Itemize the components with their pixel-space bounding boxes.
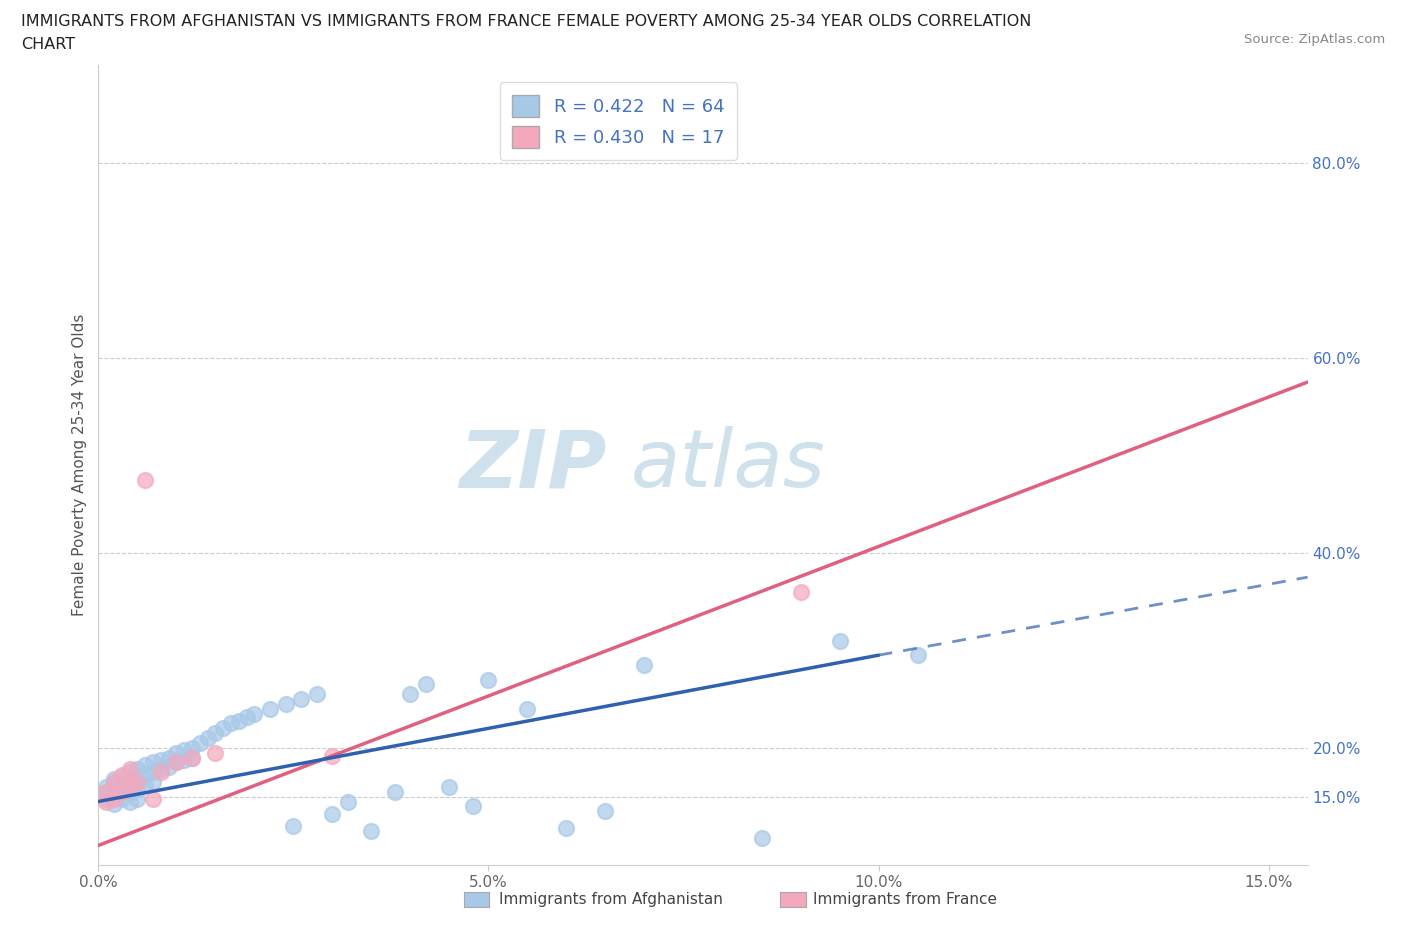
Point — [127, 781, 149, 796]
Point — [96, 794, 118, 809]
Point — [142, 791, 165, 806]
Point — [384, 784, 406, 799]
Point — [127, 772, 149, 787]
Point — [118, 762, 141, 777]
Point — [165, 755, 187, 770]
Point — [142, 755, 165, 770]
Point — [103, 797, 125, 812]
Point — [321, 806, 343, 821]
Point — [274, 697, 297, 711]
Point — [134, 472, 156, 487]
Point — [111, 791, 134, 806]
Point — [142, 775, 165, 790]
Point — [127, 762, 149, 777]
Point — [134, 768, 156, 783]
Point — [181, 751, 204, 765]
Point — [219, 716, 242, 731]
Point — [789, 584, 811, 599]
Point — [118, 777, 141, 792]
Point — [96, 779, 118, 794]
Point — [173, 742, 195, 757]
Point — [204, 725, 226, 740]
Point — [181, 740, 204, 755]
Point — [228, 713, 250, 728]
Point — [439, 779, 461, 794]
Point — [633, 658, 655, 672]
Point — [118, 784, 141, 799]
Point — [197, 731, 219, 746]
Point — [212, 721, 235, 736]
Point — [134, 777, 156, 792]
Y-axis label: Female Poverty Among 25-34 Year Olds: Female Poverty Among 25-34 Year Olds — [72, 313, 87, 617]
Point — [165, 755, 187, 770]
Text: Immigrants from France: Immigrants from France — [813, 892, 997, 907]
Text: ZIP: ZIP — [458, 426, 606, 504]
Point — [157, 751, 180, 765]
Point — [321, 749, 343, 764]
Text: IMMIGRANTS FROM AFGHANISTAN VS IMMIGRANTS FROM FRANCE FEMALE POVERTY AMONG 25-34: IMMIGRANTS FROM AFGHANISTAN VS IMMIGRANT… — [21, 14, 1032, 29]
Point — [149, 764, 172, 779]
Point — [103, 772, 125, 787]
Point — [96, 791, 118, 806]
Point — [173, 752, 195, 767]
Point — [157, 760, 180, 775]
Legend: R = 0.422   N = 64, R = 0.430   N = 17: R = 0.422 N = 64, R = 0.430 N = 17 — [499, 82, 737, 161]
Point — [907, 648, 929, 663]
Point — [127, 791, 149, 806]
Point — [204, 745, 226, 760]
Text: Source: ZipAtlas.com: Source: ZipAtlas.com — [1244, 33, 1385, 46]
Point — [595, 804, 617, 818]
Point — [111, 781, 134, 796]
Point — [149, 752, 172, 767]
Point — [96, 784, 118, 799]
Point — [111, 770, 134, 785]
Point — [305, 686, 328, 701]
Point — [461, 799, 484, 814]
Point — [290, 692, 312, 707]
Point — [181, 751, 204, 765]
Point — [337, 794, 360, 809]
Point — [118, 794, 141, 809]
Point — [134, 758, 156, 773]
Point — [127, 775, 149, 790]
Point — [751, 830, 773, 845]
Point — [188, 736, 211, 751]
Text: atlas: atlas — [630, 426, 825, 504]
Point — [118, 775, 141, 790]
Point — [283, 818, 305, 833]
Point — [96, 784, 118, 799]
Point — [477, 672, 499, 687]
Point — [103, 784, 125, 799]
Point — [259, 701, 281, 716]
Point — [415, 677, 437, 692]
Text: Immigrants from Afghanistan: Immigrants from Afghanistan — [499, 892, 723, 907]
Point — [235, 710, 257, 724]
Point — [103, 775, 125, 790]
Point — [360, 823, 382, 838]
Text: CHART: CHART — [21, 37, 75, 52]
Point — [149, 762, 172, 777]
Point — [555, 820, 578, 835]
Point — [111, 768, 134, 783]
Point — [399, 686, 422, 701]
Point — [828, 633, 851, 648]
Point — [243, 706, 266, 721]
Point — [516, 701, 538, 716]
Point — [118, 764, 141, 779]
Point — [142, 764, 165, 779]
Point — [111, 784, 134, 799]
Point — [165, 745, 187, 760]
Point — [111, 777, 134, 792]
Point — [103, 775, 125, 790]
Point — [103, 791, 125, 806]
